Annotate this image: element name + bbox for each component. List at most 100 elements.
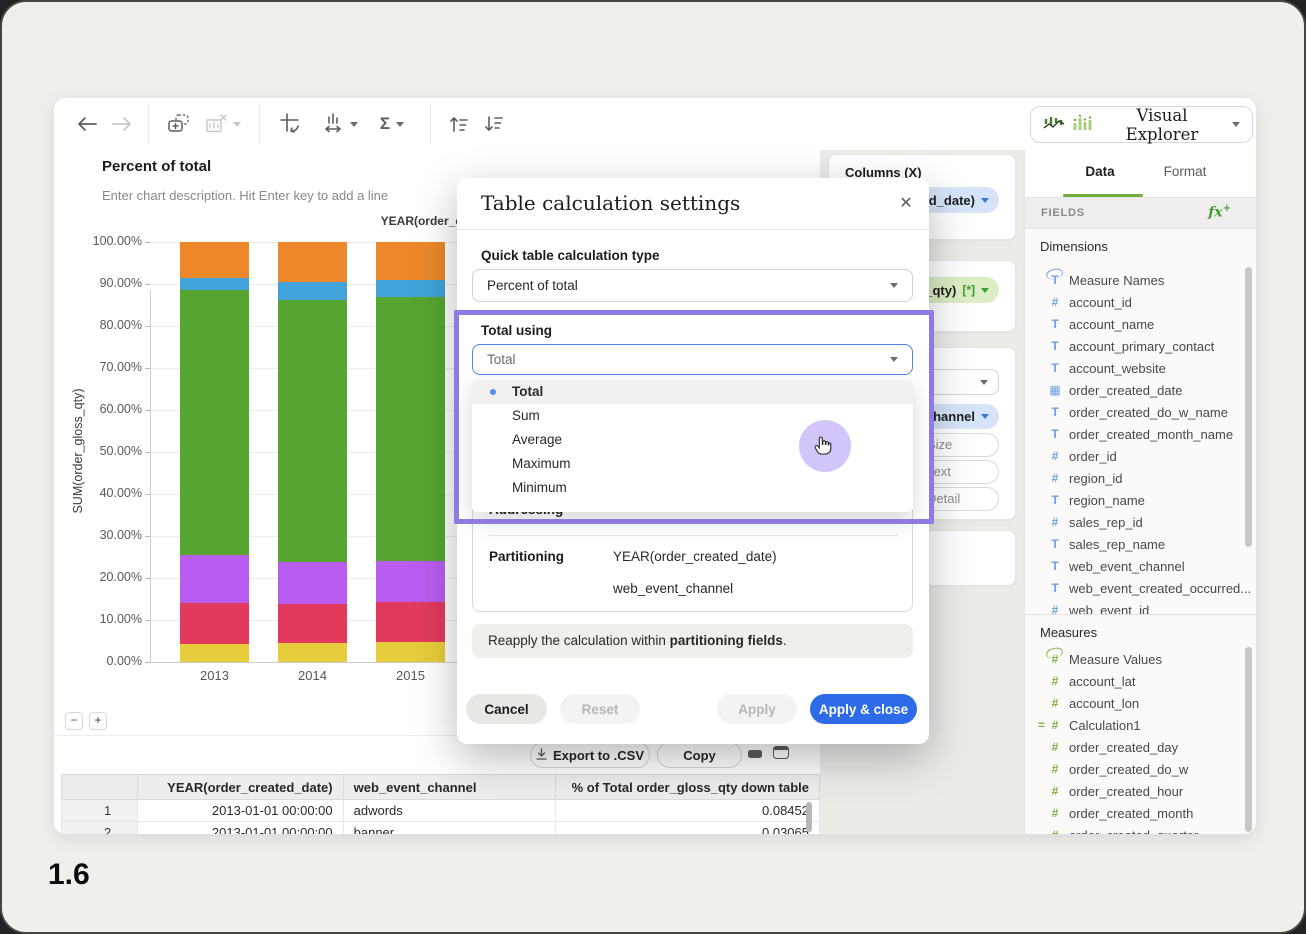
table-cell: 2013-01-01 00:00:00 [138, 800, 343, 822]
option-total[interactable]: Total [472, 380, 913, 404]
close-icon[interactable]: ✕ [895, 193, 917, 215]
add-calculation-icon[interactable]: fx+ [1208, 203, 1231, 221]
bar-segment-segment-blue[interactable] [376, 280, 445, 297]
field-item[interactable]: #region_id [1025, 467, 1256, 489]
toolbar-separator [430, 104, 431, 144]
export-csv-button[interactable]: Export to .CSV [530, 742, 650, 768]
calc-number-icon: =# [1047, 718, 1063, 732]
bar-segment-segment-purple[interactable] [278, 562, 347, 604]
bar-segment-segment-orange[interactable] [180, 242, 249, 278]
bar-segment-segment-yellow[interactable] [376, 642, 445, 662]
cancel-button[interactable]: Cancel [466, 694, 547, 724]
back-button[interactable] [74, 112, 100, 136]
zoom-in-button[interactable]: + [89, 712, 107, 730]
bar-segment-segment-orange[interactable] [376, 242, 445, 280]
sort-descending-icon[interactable] [481, 112, 507, 136]
field-item[interactable]: Taccount_name [1025, 313, 1256, 335]
field-item[interactable]: Taccount_primary_contact [1025, 335, 1256, 357]
field-item[interactable]: #order_created_quarter [1025, 824, 1256, 834]
field-item[interactable]: #order_created_day [1025, 736, 1256, 758]
sort-ascending-icon[interactable] [446, 112, 472, 136]
field-item[interactable]: #account_id [1025, 291, 1256, 313]
bar-segment-segment-blue[interactable] [278, 282, 347, 299]
field-label: sales_rep_id [1069, 515, 1143, 530]
field-item[interactable]: Taccount_website [1025, 357, 1256, 379]
chevron-down-icon [396, 122, 404, 127]
option-average[interactable]: Average [472, 428, 913, 452]
tab-format[interactable]: Format [1150, 164, 1220, 179]
visual-explorer-menu[interactable]: Visual Explorer [1030, 106, 1253, 143]
bar-segment-segment-green[interactable] [376, 297, 445, 562]
option-sum[interactable]: Sum [472, 404, 913, 428]
field-item[interactable]: #order_created_hour [1025, 780, 1256, 802]
field-item[interactable]: Torder_created_month_name [1025, 423, 1256, 445]
bar-segment-segment-green[interactable] [180, 290, 249, 555]
duplicate-visualization-icon[interactable] [166, 112, 192, 136]
measures-scrollbar[interactable] [1245, 647, 1252, 832]
table-scrollbar[interactable] [806, 802, 812, 832]
bar-segment-segment-purple[interactable] [376, 561, 445, 602]
field-item[interactable]: Tsales_rep_name [1025, 533, 1256, 555]
option-minimum[interactable]: Minimum [472, 476, 913, 500]
y-tick-mark [145, 326, 150, 327]
tab-data[interactable]: Data [1065, 164, 1135, 179]
total-using-label: Total using [481, 323, 552, 338]
field-item[interactable]: Torder_created_do_w_name [1025, 401, 1256, 423]
bar-segment-segment-yellow[interactable] [278, 643, 347, 662]
modal-header: Table calculation settings ✕ [457, 178, 929, 230]
field-label: web_event_channel [1069, 559, 1185, 574]
number-icon: # [1047, 784, 1063, 798]
forward-button[interactable] [109, 112, 135, 136]
bar-segment-segment-purple[interactable] [180, 555, 249, 603]
resize-visualization-icon[interactable] [320, 112, 360, 136]
y-axis-line [150, 290, 151, 662]
field-item[interactable]: #order_id [1025, 445, 1256, 467]
field-item[interactable]: =#Calculation1 [1025, 714, 1256, 736]
bar-segment-segment-red[interactable] [180, 603, 249, 645]
bar-segment-segment-blue[interactable] [180, 278, 249, 291]
bar-segment-segment-yellow[interactable] [180, 644, 249, 662]
field-item[interactable]: #Measure Values [1025, 648, 1256, 670]
field-item[interactable]: Tweb_event_channel [1025, 555, 1256, 577]
total-using-select[interactable]: Total [472, 344, 913, 375]
field-item[interactable]: #sales_rep_id [1025, 511, 1256, 533]
bar-segment-segment-orange[interactable] [278, 242, 347, 282]
quick-calc-select[interactable]: Percent of total [472, 269, 913, 302]
field-item[interactable]: #account_lat [1025, 670, 1256, 692]
field-item[interactable]: #web_event_id [1025, 599, 1256, 615]
apply-button[interactable]: Apply [717, 694, 797, 724]
minimize-results-icon[interactable] [748, 750, 762, 758]
y-tick-mark [145, 494, 150, 495]
swap-axes-icon[interactable] [278, 112, 304, 136]
dimensions-scrollbar[interactable] [1245, 267, 1252, 547]
reset-button[interactable]: Reset [560, 694, 640, 724]
column-header[interactable]: % of Total order_gloss_qty down table [555, 775, 819, 800]
field-item[interactable]: Tweb_event_created_occurred... [1025, 577, 1256, 599]
copy-button[interactable]: Copy [657, 742, 742, 768]
field-item[interactable]: TMeasure Names [1025, 269, 1256, 291]
y-tick-label: 30.00% [62, 528, 142, 542]
total-using-dropdown-menu: TotalSumAverageMaximumMinimum [472, 380, 913, 512]
results-table[interactable]: YEAR(order_created_date)web_event_channe… [61, 774, 820, 834]
maximize-results-icon[interactable] [773, 746, 789, 759]
field-item[interactable]: Tregion_name [1025, 489, 1256, 511]
remove-visualization-icon[interactable] [202, 112, 242, 136]
column-header[interactable]: YEAR(order_created_date) [138, 775, 343, 800]
table-row[interactable]: 22013-01-01 00:00:00banner0.03065 [62, 822, 820, 835]
column-header[interactable]: web_event_channel [343, 775, 555, 800]
field-item[interactable]: #account_lon [1025, 692, 1256, 714]
bar-segment-segment-red[interactable] [376, 602, 445, 642]
apply-close-button[interactable]: Apply & close [810, 694, 917, 724]
field-item[interactable]: #order_created_do_w [1025, 758, 1256, 780]
field-item[interactable]: ▦order_created_date [1025, 379, 1256, 401]
field-item[interactable]: #order_created_month [1025, 802, 1256, 824]
bar-segment-segment-green[interactable] [278, 300, 347, 563]
table-row[interactable]: 12013-01-01 00:00:00adwords0.08452 [62, 800, 820, 822]
zoom-out-button[interactable]: − [65, 712, 83, 730]
bar-segment-segment-red[interactable] [278, 604, 347, 643]
option-maximum[interactable]: Maximum [472, 452, 913, 476]
field-label: web_event_created_occurred... [1069, 581, 1251, 596]
aggregation-sigma-icon[interactable]: Σ [370, 112, 414, 136]
chart-description-input[interactable]: Enter chart description. Hit Enter key t… [102, 188, 388, 203]
column-header[interactable] [62, 775, 138, 800]
